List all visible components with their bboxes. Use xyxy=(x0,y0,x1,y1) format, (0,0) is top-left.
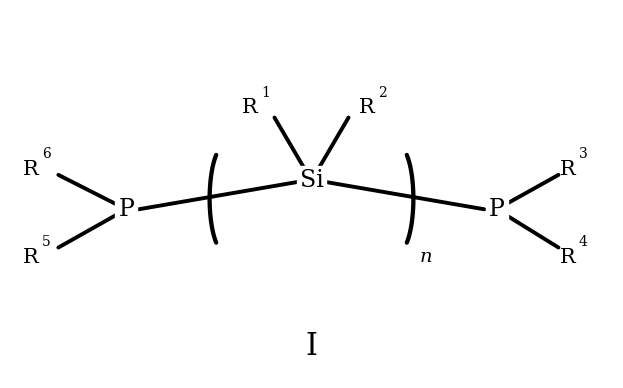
Text: I: I xyxy=(305,331,318,362)
Text: 2: 2 xyxy=(378,85,387,100)
Text: R: R xyxy=(242,99,258,118)
Text: R: R xyxy=(560,159,576,178)
Text: n: n xyxy=(419,248,432,267)
Text: R: R xyxy=(22,248,39,267)
Text: 6: 6 xyxy=(42,147,50,161)
Text: R: R xyxy=(22,159,39,178)
Text: 3: 3 xyxy=(579,147,587,161)
Text: Si: Si xyxy=(300,169,323,192)
Text: P: P xyxy=(118,198,134,221)
Text: 1: 1 xyxy=(261,85,270,100)
Text: R: R xyxy=(560,248,576,267)
Text: R: R xyxy=(359,99,375,118)
Text: 4: 4 xyxy=(579,235,587,249)
Text: P: P xyxy=(489,198,505,221)
Text: 5: 5 xyxy=(42,235,50,249)
